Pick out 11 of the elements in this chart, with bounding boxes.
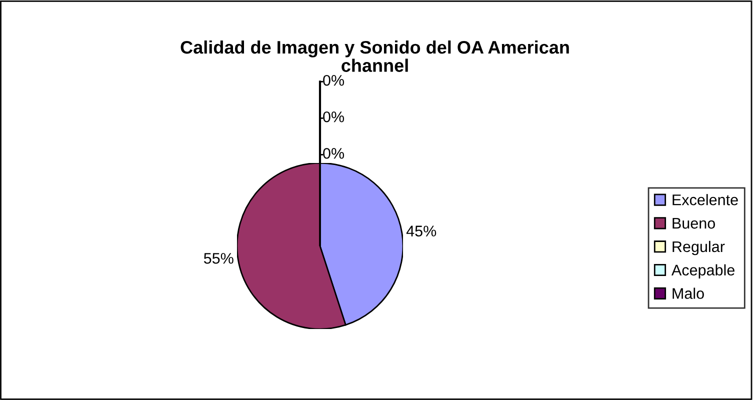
legend-label: Acepable bbox=[671, 264, 734, 279]
legend-label: Bueno bbox=[672, 218, 715, 229]
legend-label: Excelente bbox=[672, 194, 738, 206]
data-label: 45% bbox=[406, 226, 436, 236]
data-label: 55% bbox=[204, 252, 234, 264]
legend-label: Regular bbox=[672, 240, 725, 256]
text: 0% bbox=[323, 148, 344, 159]
chart-title: Calidad de Imagen y Sonido del OA American channel bbox=[180, 40, 569, 72]
text: 0% bbox=[323, 74, 344, 86]
legend-label: Malo bbox=[672, 288, 704, 299]
text: 0% bbox=[323, 111, 344, 122]
